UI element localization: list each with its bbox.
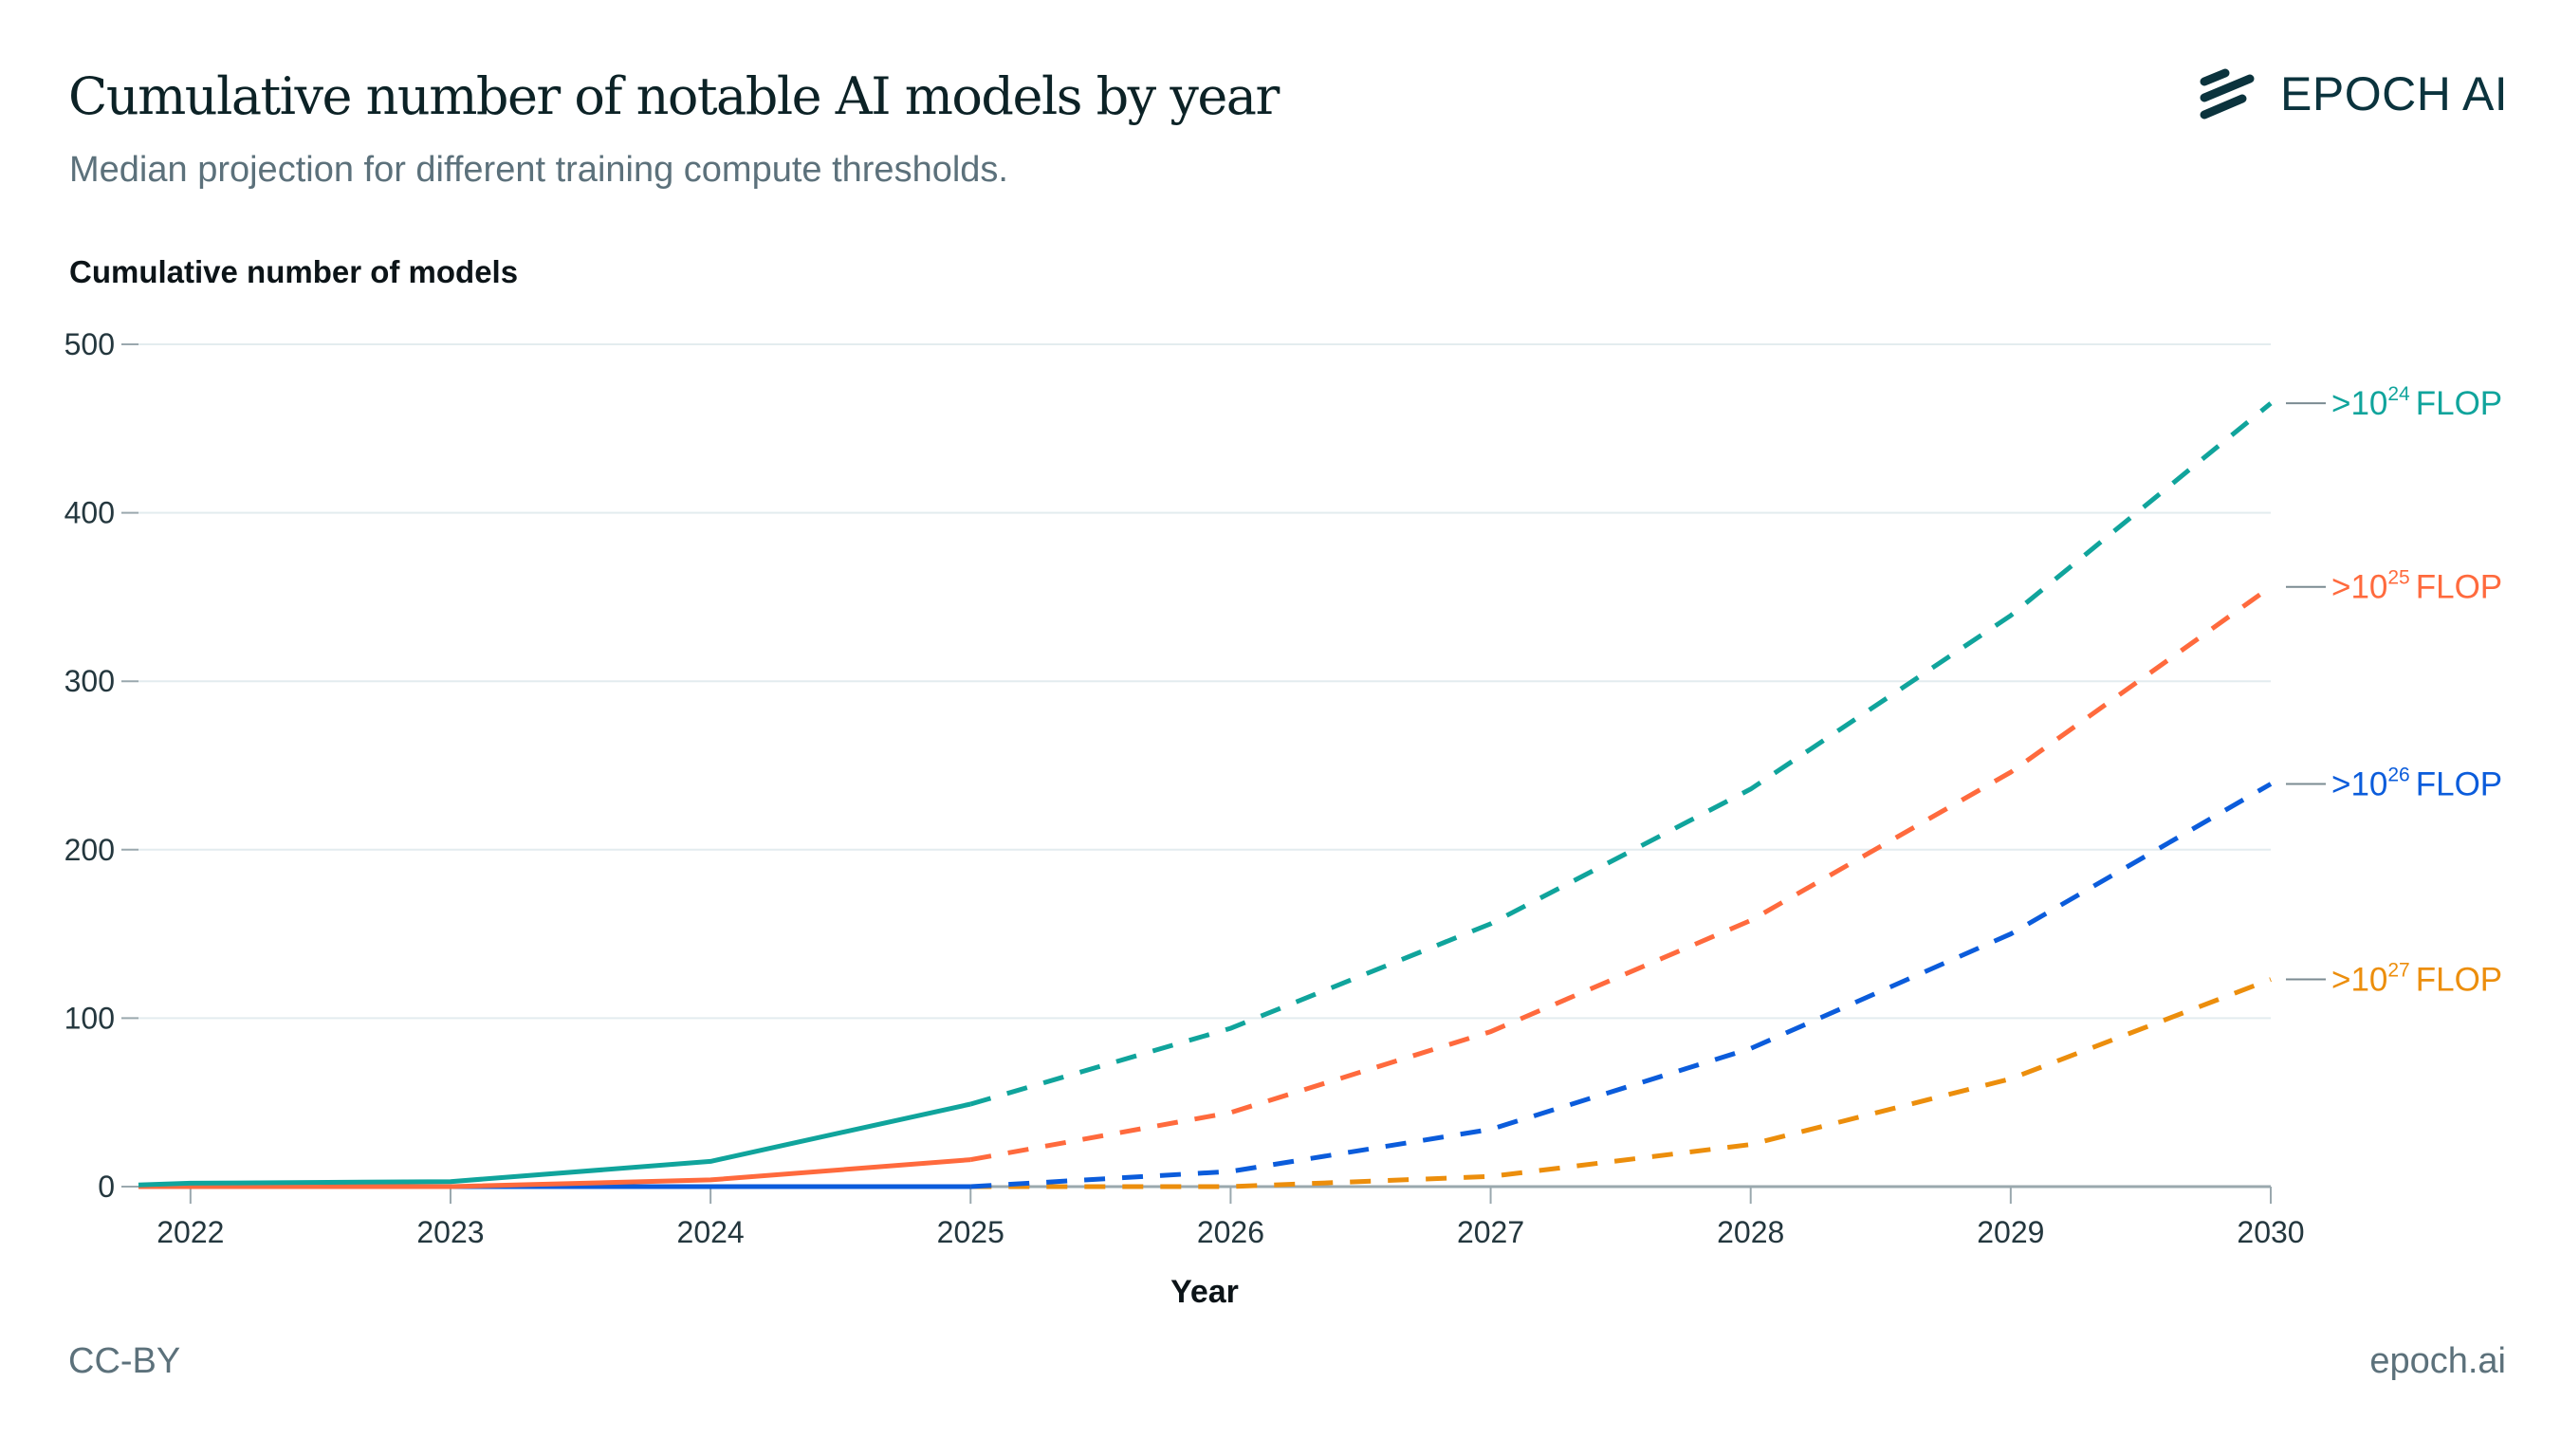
- y-tick-label: 0: [98, 1170, 115, 1204]
- x-axis-title: Year: [1170, 1274, 1239, 1310]
- series-line-projected: [969, 401, 2273, 1107]
- x-axis: 2022 2023 2024 2025 2026 2027 2028 2029 2030: [138, 1185, 2305, 1249]
- series-label: >1025 FLOP: [2331, 567, 2502, 606]
- series-labels: >1024 FLOP >1025 FLOP >1026 FLOP >1027 FLOP: [2286, 383, 2502, 999]
- x-tick-label: 2028: [1717, 1215, 1784, 1249]
- x-tick-label: 2024: [677, 1215, 745, 1249]
- y-axis-title: Cumulative number of models: [69, 254, 518, 289]
- y-tick-label: 300: [64, 664, 115, 698]
- series-label: >1024 FLOP: [2331, 383, 2502, 422]
- x-tick-label: 2029: [1977, 1215, 2044, 1249]
- x-tick-label: 2023: [416, 1215, 484, 1249]
- y-axis: 0 100 200 300 400 500: [64, 327, 138, 1204]
- y-tick-label: 400: [64, 496, 115, 530]
- series-lines: [138, 401, 2273, 1189]
- x-tick-label: 2027: [1457, 1215, 1524, 1249]
- x-tick-label: 2025: [937, 1215, 1004, 1249]
- x-tick-label: 2030: [2237, 1215, 2304, 1249]
- series-label: >1027 FLOP: [2331, 960, 2502, 999]
- series-line-historical: [138, 1101, 971, 1188]
- series-line-projected: [970, 977, 2272, 1189]
- gridlines: [138, 343, 2271, 1020]
- series-line-projected: [969, 584, 2273, 1163]
- site-link[interactable]: epoch.ai: [2369, 1341, 2506, 1381]
- series-line-projected: [970, 782, 2273, 1189]
- series-label: >1026 FLOP: [2331, 765, 2502, 803]
- epoch-logo-icon: [2200, 68, 2255, 120]
- y-tick-label: 500: [64, 327, 115, 361]
- license-text: CC-BY: [68, 1341, 181, 1381]
- chart-title: Cumulative number of notable AI models b…: [68, 66, 1280, 126]
- y-tick-label: 100: [64, 1001, 115, 1035]
- series-line-historical: [138, 1157, 971, 1189]
- x-tick-label: 2026: [1197, 1215, 1264, 1249]
- epoch-ai-logo[interactable]: EPOCH AI: [2199, 66, 2508, 121]
- chart-subtitle: Median projection for different training…: [69, 150, 1008, 190]
- y-tick-label: 200: [64, 833, 115, 867]
- x-tick-label: 2022: [157, 1215, 224, 1249]
- logo-text: EPOCH AI: [2280, 67, 2509, 120]
